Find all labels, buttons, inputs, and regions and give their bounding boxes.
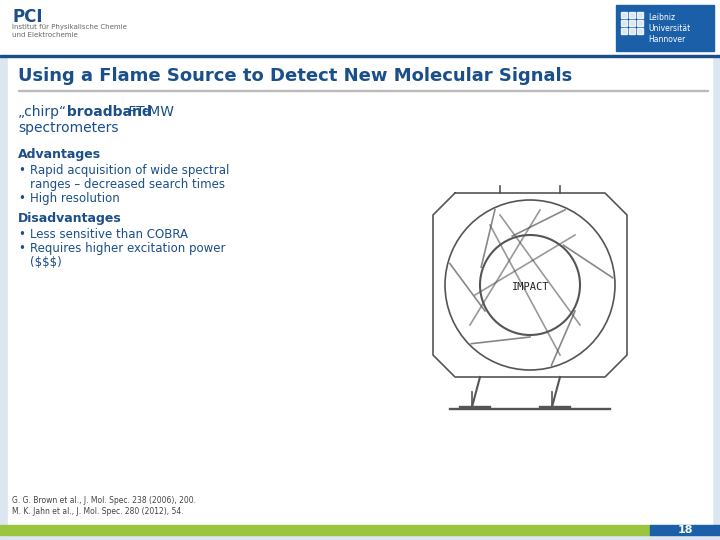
Circle shape bbox=[550, 167, 560, 177]
Bar bbox=[0, 525, 650, 535]
Bar bbox=[627, 235, 662, 335]
Bar bbox=[616, 5, 714, 51]
Text: ranges – decreased search times: ranges – decreased search times bbox=[30, 178, 225, 191]
Bar bbox=[629, 12, 635, 18]
Text: Requires higher excitation power: Requires higher excitation power bbox=[30, 242, 225, 255]
Text: ($$$): ($$$) bbox=[30, 256, 62, 269]
Bar bbox=[637, 28, 643, 34]
Text: PCI: PCI bbox=[12, 8, 42, 26]
Bar bbox=[621, 20, 627, 26]
Circle shape bbox=[530, 167, 540, 177]
Text: Institut für Physikalische Chemie: Institut für Physikalische Chemie bbox=[12, 24, 127, 30]
Bar bbox=[8, 55, 712, 530]
Bar bbox=[475, 158, 585, 186]
Bar bbox=[637, 20, 643, 26]
Text: High resolution: High resolution bbox=[30, 192, 120, 205]
Text: spectrometers: spectrometers bbox=[18, 121, 119, 135]
Text: M. K. Jahn et al., J. Mol. Spec. 280 (2012), 54.: M. K. Jahn et al., J. Mol. Spec. 280 (20… bbox=[12, 507, 184, 516]
Text: •: • bbox=[18, 228, 25, 241]
Text: Using a Flame Source to Detect New Molecular Signals: Using a Flame Source to Detect New Molec… bbox=[18, 67, 572, 85]
Bar bbox=[485, 148, 575, 160]
Polygon shape bbox=[433, 193, 627, 377]
Bar bbox=[629, 28, 635, 34]
Text: •: • bbox=[18, 242, 25, 255]
Bar bbox=[18, 90, 708, 91]
Bar bbox=[637, 12, 643, 18]
Text: Advantages: Advantages bbox=[18, 148, 101, 161]
Circle shape bbox=[510, 167, 520, 177]
Text: 18: 18 bbox=[678, 525, 693, 535]
Text: Leibniz: Leibniz bbox=[648, 13, 675, 22]
Circle shape bbox=[445, 200, 615, 370]
Circle shape bbox=[407, 277, 423, 293]
Text: Disadvantages: Disadvantages bbox=[18, 212, 122, 225]
Bar bbox=[621, 28, 627, 34]
Text: Hannover: Hannover bbox=[648, 35, 685, 44]
Text: Less sensitive than COBRA: Less sensitive than COBRA bbox=[30, 228, 188, 241]
Circle shape bbox=[490, 167, 500, 177]
Text: Rapid acquisition of wide spectral: Rapid acquisition of wide spectral bbox=[30, 164, 230, 177]
Text: •: • bbox=[18, 164, 25, 177]
Text: broadband: broadband bbox=[62, 105, 152, 119]
Text: „chirp“: „chirp“ bbox=[18, 105, 67, 119]
Bar bbox=[662, 277, 687, 293]
Circle shape bbox=[636, 277, 652, 293]
Text: und Elektrochemie: und Elektrochemie bbox=[12, 32, 78, 38]
Text: •: • bbox=[18, 192, 25, 205]
Bar bbox=[650, 525, 720, 535]
Bar bbox=[0, 0, 720, 55]
Bar bbox=[621, 12, 627, 18]
Text: IMPACT: IMPACT bbox=[512, 282, 549, 292]
Bar bbox=[0, 55, 720, 57]
Text: Universität: Universität bbox=[648, 24, 690, 33]
Bar bbox=[629, 20, 635, 26]
Circle shape bbox=[480, 235, 580, 335]
Bar bbox=[398, 235, 433, 335]
Text: FT-MW: FT-MW bbox=[124, 105, 174, 119]
Text: G. G. Brown et al., J. Mol. Spec. 238 (2006), 200.: G. G. Brown et al., J. Mol. Spec. 238 (2… bbox=[12, 496, 196, 505]
